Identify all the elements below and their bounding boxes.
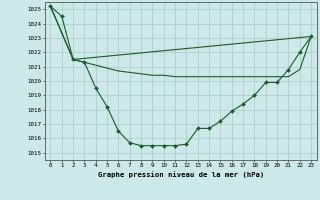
X-axis label: Graphe pression niveau de la mer (hPa): Graphe pression niveau de la mer (hPa) — [98, 171, 264, 178]
